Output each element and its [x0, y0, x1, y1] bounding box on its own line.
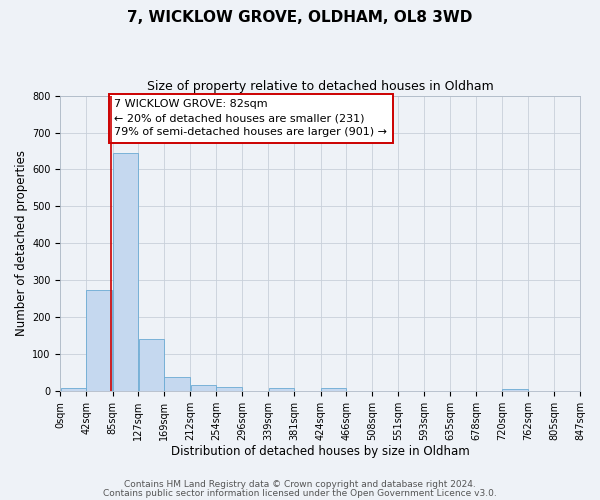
Text: Contains HM Land Registry data © Crown copyright and database right 2024.: Contains HM Land Registry data © Crown c… [124, 480, 476, 489]
X-axis label: Distribution of detached houses by size in Oldham: Distribution of detached houses by size … [171, 444, 470, 458]
Text: 7, WICKLOW GROVE, OLDHAM, OL8 3WD: 7, WICKLOW GROVE, OLDHAM, OL8 3WD [127, 10, 473, 25]
Bar [269, 388, 294, 391]
Bar [217, 387, 242, 391]
Bar [502, 389, 527, 391]
Bar [113, 153, 138, 391]
Bar [321, 388, 346, 391]
Y-axis label: Number of detached properties: Number of detached properties [15, 150, 28, 336]
Bar [164, 377, 190, 391]
Bar [86, 290, 112, 391]
Bar [191, 384, 216, 391]
Title: Size of property relative to detached houses in Oldham: Size of property relative to detached ho… [147, 80, 494, 93]
Bar [139, 340, 164, 391]
Text: 7 WICKLOW GROVE: 82sqm
← 20% of detached houses are smaller (231)
79% of semi-de: 7 WICKLOW GROVE: 82sqm ← 20% of detached… [115, 100, 388, 138]
Bar [61, 388, 86, 391]
Text: Contains public sector information licensed under the Open Government Licence v3: Contains public sector information licen… [103, 488, 497, 498]
